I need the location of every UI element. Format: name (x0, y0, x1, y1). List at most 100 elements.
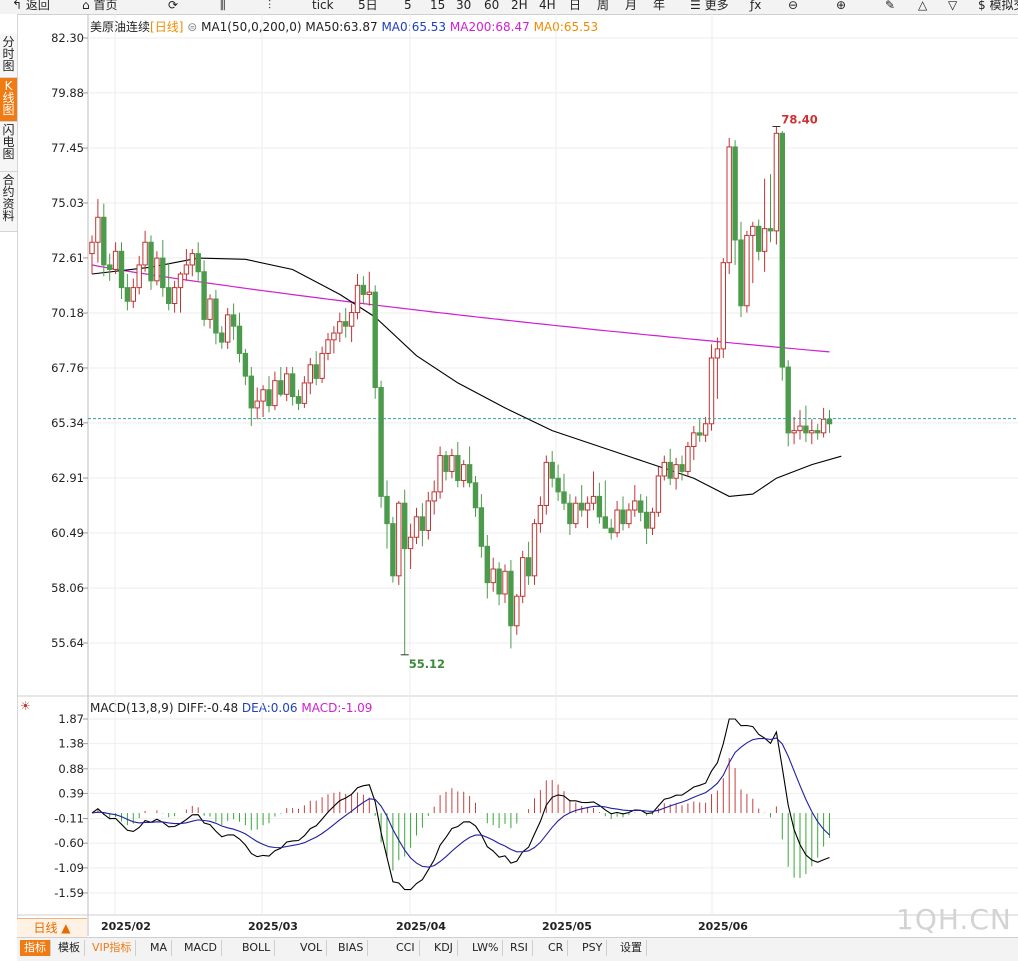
nav-contract-info[interactable]: 合约资料 (0, 172, 17, 232)
week-button[interactable]: 周 (597, 0, 610, 12)
ma-settings-icon[interactable]: ⊜ (187, 20, 198, 34)
candle-body (543, 461, 549, 506)
indicator-tab-13[interactable]: PSY (578, 940, 608, 956)
left-nav: 分时图 K线图 闪电图 合约资料 (0, 14, 18, 960)
home-button[interactable]: ⌂ 首页 (82, 0, 118, 12)
candle-body (107, 264, 113, 270)
refresh-button[interactable]: ⟳ (168, 0, 178, 12)
period-selector[interactable]: 日线 ▲ (17, 918, 87, 937)
candle-body (514, 595, 520, 627)
indicator-tab-8[interactable]: CCI (392, 940, 420, 956)
price-tick-label: 77.45 (51, 141, 84, 155)
candle-body (207, 298, 213, 320)
triangle-up-button[interactable]: △ (918, 0, 927, 12)
period-label[interactable]: [日线] (150, 20, 184, 34)
watermark: 1QH.CN (896, 903, 1012, 936)
zoom-out-button[interactable]: ⊖ (788, 0, 798, 12)
formula-icon: ƒx (750, 0, 762, 12)
candle-body (608, 527, 614, 534)
macd-tick-label: 1.38 (58, 737, 84, 751)
chart-type-icon: ⫼ (220, 0, 226, 12)
simulate-trade-button[interactable]: $ 模拟交 (978, 0, 1018, 12)
candle-body (319, 352, 325, 379)
candle-body (555, 477, 561, 493)
indicator-tab-12[interactable]: CR (544, 940, 569, 956)
more-button[interactable]: ☰ 更多 (690, 0, 729, 12)
price-tick-label: 67.76 (51, 361, 84, 375)
candle-body (466, 464, 473, 484)
indicator-tab-2[interactable]: VIP指标 (88, 940, 137, 956)
candle-body (124, 287, 131, 302)
macd-dea: DEA:0.06 (241, 701, 298, 715)
symbol-name: 美原油连续 (90, 20, 151, 34)
candle-body (726, 146, 732, 264)
draw-button[interactable]: ✎ (885, 0, 895, 12)
triangle-down-button[interactable]: ▽ (948, 0, 957, 12)
candle-body (643, 511, 650, 529)
candle-body (154, 257, 160, 282)
5min-button[interactable]: 5 (404, 0, 412, 12)
candle-body (390, 523, 396, 577)
month-button[interactable]: 月 (625, 0, 638, 12)
15min-button[interactable]: 15 (430, 0, 446, 12)
nav-timeshare[interactable]: 分时图 (0, 34, 17, 78)
60min-button[interactable]: 60 (484, 0, 500, 12)
indicator-tab-11[interactable]: RSI (506, 940, 533, 956)
candle-body (785, 366, 791, 434)
candle-body (691, 432, 697, 447)
candle-body (756, 225, 762, 252)
ma-info-line: 美原油连续[日线] ⊜ MA1(50,0,200,0) MA50:63.87 M… (90, 18, 598, 35)
back-button[interactable]: ↰ 返回 (12, 0, 50, 12)
chart-type-button[interactable]: ⫼ (220, 0, 226, 12)
indicator-tab-5[interactable]: BOLL (238, 940, 276, 956)
indicator-tab-9[interactable]: KDJ (430, 940, 458, 956)
indicator-tab-6[interactable]: VOL (296, 940, 328, 956)
indicator-tab-0[interactable]: 指标 (20, 940, 51, 956)
indicator-tab-10[interactable]: LW% (468, 940, 504, 956)
candle-body (301, 382, 308, 404)
candle-body (561, 491, 567, 504)
nav-flash[interactable]: 闪电图 (0, 122, 17, 172)
candle-style-icon: ⫶ (268, 0, 272, 12)
indicator-tab-3[interactable]: MA (146, 940, 173, 956)
tick-button[interactable]: tick (312, 0, 334, 12)
candle-body (396, 502, 402, 577)
diff-line (91, 718, 830, 891)
4h-button[interactable]: 4H (539, 0, 556, 12)
candle-body (708, 357, 715, 425)
indicator-settings-icon[interactable]: ☀ (20, 699, 31, 713)
candle-body (171, 287, 178, 305)
candle-body (313, 364, 319, 379)
candle-body (779, 132, 785, 368)
day-button[interactable]: 日 (569, 0, 582, 12)
candle-body (697, 432, 703, 436)
year-button[interactable]: 年 (653, 0, 666, 12)
price-tick-label: 70.18 (51, 306, 84, 320)
candle-body (95, 216, 101, 243)
indicator-tab-1[interactable]: 模板 (54, 940, 85, 956)
formula-button[interactable]: ƒx (750, 0, 761, 12)
2h-button[interactable]: 2H (511, 0, 528, 12)
candle-body (384, 495, 390, 525)
30min-button[interactable]: 30 (456, 0, 472, 12)
candle-body (437, 455, 443, 493)
candle-body (325, 339, 331, 354)
time-tick-label: 2025/02 (101, 920, 151, 933)
candle-body (531, 523, 538, 577)
macd-tick-label: -0.60 (54, 836, 84, 850)
candle-body (225, 314, 231, 343)
indicator-tab-4[interactable]: MACD (180, 940, 222, 956)
candle-body (496, 568, 502, 595)
candle-style-button[interactable]: ⫶ (268, 0, 271, 12)
candle-body (266, 389, 272, 407)
zoom-in-button[interactable]: ⊕ (836, 0, 846, 12)
candle-body (407, 536, 414, 550)
indicator-tab-7[interactable]: BIAS (334, 940, 369, 956)
candle-body (661, 461, 667, 477)
candle-body (602, 516, 608, 529)
5day-button[interactable]: 5日 (358, 0, 378, 12)
indicator-tab-14[interactable]: 设置 (616, 940, 647, 956)
candle-body (714, 348, 721, 359)
nav-kline[interactable]: K线图 (0, 78, 17, 122)
